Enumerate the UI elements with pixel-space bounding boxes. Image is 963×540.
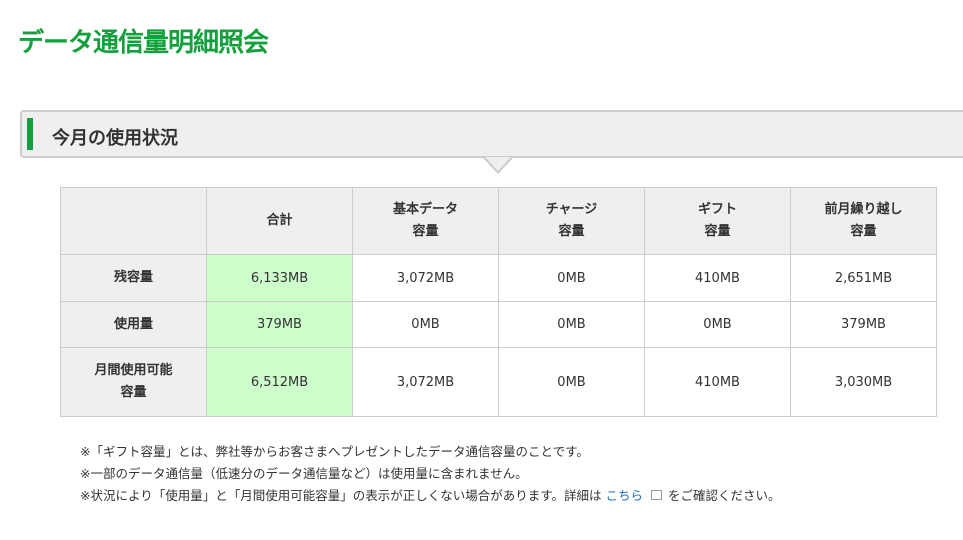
details-link[interactable]: こちら bbox=[605, 488, 643, 503]
cell-total: 6,133MB bbox=[206, 254, 353, 302]
notes: ※「ギフト容量」とは、弊社等からお客さまへプレゼントしたデータ通信容量のことです… bbox=[80, 441, 780, 507]
table-header-row: 合計 基本データ 容量 チャージ 容量 ギフト 容量 前月繰り越し 容量 bbox=[60, 187, 937, 255]
note: ※一部のデータ通信量（低速分のデータ通信量など）は使用量に含まれません。 bbox=[80, 466, 528, 481]
accent-bar bbox=[27, 118, 33, 150]
table-row: 使用量 379MB 0MB 0MB 0MB 379MB bbox=[60, 301, 937, 348]
corner-cell bbox=[60, 187, 207, 255]
column-header: 前月繰り越し 容量 bbox=[790, 187, 937, 255]
pointer-arrow bbox=[483, 157, 513, 174]
cell: 3,072MB bbox=[352, 347, 499, 417]
note: ※「ギフト容量」とは、弊社等からお客さまへプレゼントしたデータ通信容量のことです… bbox=[80, 444, 589, 459]
cell: 410MB bbox=[644, 254, 791, 302]
cell: 0MB bbox=[352, 301, 499, 348]
column-header: 合計 bbox=[206, 187, 353, 255]
section-header: 今月の使用状況 bbox=[20, 110, 963, 158]
usage-table: 合計 基本データ 容量 チャージ 容量 ギフト 容量 前月繰り越し 容量 残容量 6,1… bbox=[60, 187, 937, 417]
cell: 0MB bbox=[498, 347, 645, 417]
table-row: 残容量 6,133MB 3,072MB 0MB 410MB 2,651MB bbox=[60, 254, 937, 302]
column-header: ギフト 容量 bbox=[644, 187, 791, 255]
column-header: チャージ 容量 bbox=[498, 187, 645, 255]
row-header: 残容量 bbox=[60, 254, 207, 302]
cell: 0MB bbox=[498, 254, 645, 302]
row-header: 使用量 bbox=[60, 301, 207, 348]
external-window-icon bbox=[650, 490, 662, 500]
cell: 0MB bbox=[498, 301, 645, 348]
cell-total: 6,512MB bbox=[206, 347, 353, 417]
cell: 410MB bbox=[644, 347, 791, 417]
cell: 379MB bbox=[790, 301, 937, 348]
cell: 0MB bbox=[644, 301, 791, 348]
section-title: 今月の使用状況 bbox=[52, 128, 178, 149]
page-title: データ通信量明細照会 bbox=[18, 28, 269, 58]
column-header: 基本データ 容量 bbox=[352, 187, 499, 255]
cell: 3,030MB bbox=[790, 347, 937, 417]
cell: 2,651MB bbox=[790, 254, 937, 302]
row-header: 月間使用可能 容量 bbox=[60, 347, 207, 417]
cell-total: 379MB bbox=[206, 301, 353, 348]
table-row: 月間使用可能 容量 6,512MB 3,072MB 0MB 410MB 3,030… bbox=[60, 347, 937, 417]
note: ※状況により「使用量」と「月間使用可能容量」の表示が正しくない場合があります。詳… bbox=[80, 488, 781, 503]
cell: 3,072MB bbox=[352, 254, 499, 302]
